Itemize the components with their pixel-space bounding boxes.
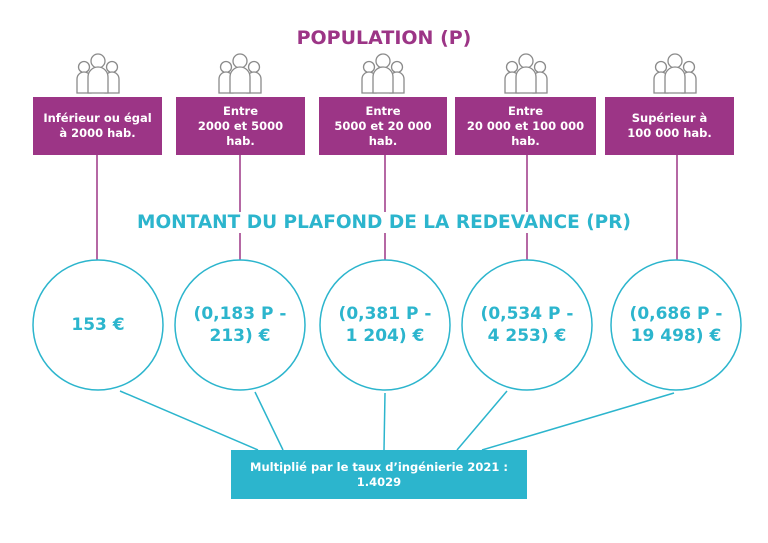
formula-circle-3: [319, 259, 451, 391]
population-bracket-3: Entre 5000 et 20 000 hab.: [319, 97, 447, 155]
formula-value-2: (0,183 P - 213) €: [193, 304, 287, 346]
formula-circle-1: [32, 259, 164, 391]
population-bracket-5: Supérieur à 100 000 hab.: [605, 97, 734, 155]
people-group-icon: [653, 53, 697, 94]
people-group-icon: [361, 53, 405, 94]
population-bracket-4: Entre 20 000 et 100 000 hab.: [455, 97, 596, 155]
multiplier-box: Multiplié par le taux d’ingénierie 2021 …: [231, 450, 527, 499]
formula-value-1: 153 €: [71, 315, 125, 335]
people-group-icon: [504, 53, 548, 94]
formula-value-3: (0,381 P - 1 204) €: [338, 304, 432, 346]
people-group-icon: [218, 53, 262, 94]
formula-value-5: (0,686 P - 19 498) €: [629, 304, 723, 346]
redevance-title-text: MONTANT DU PLAFOND DE LA REDEVANCE (PR): [135, 212, 633, 233]
population-bracket-1: Inférieur ou égal à 2000 hab.: [33, 97, 162, 155]
people-group-icon: [76, 53, 120, 94]
redevance-title: MONTANT DU PLAFOND DE LA REDEVANCE (PR): [0, 212, 768, 233]
formula-circle-4: [461, 259, 593, 391]
population-title: POPULATION (P): [296, 27, 472, 49]
formula-circle-2: [174, 259, 306, 391]
population-bracket-2: Entre 2000 et 5000 hab.: [176, 97, 305, 155]
formula-circle-5: [610, 259, 742, 391]
formula-value-4: (0,534 P - 4 253) €: [480, 304, 574, 346]
